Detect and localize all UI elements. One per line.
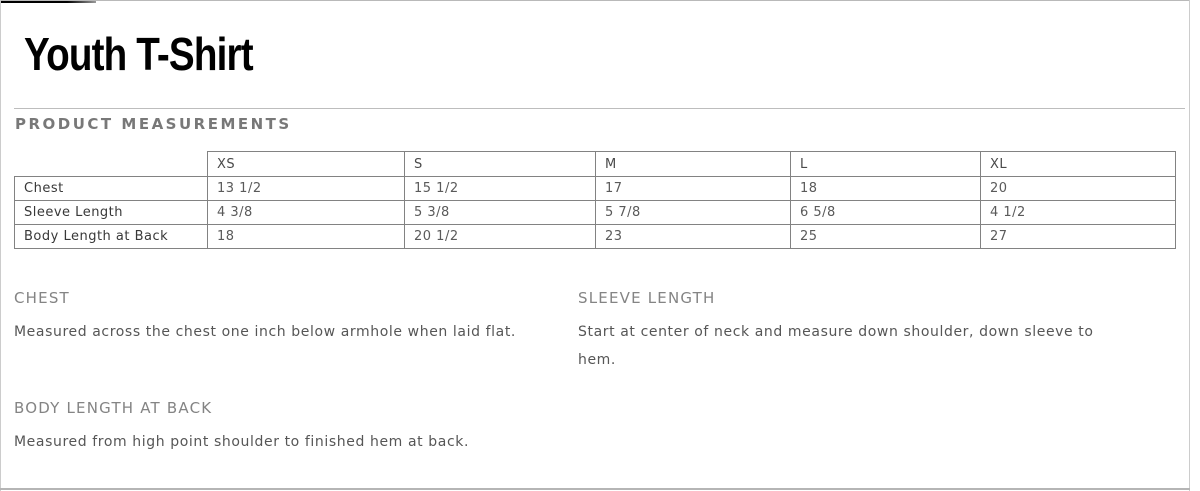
size-header-m: M (595, 151, 791, 177)
definition-body-length: BODY LENGTH AT BACK Measured from high p… (14, 399, 734, 456)
chest-m: 17 (595, 176, 791, 201)
definition-body-text: Measured from high point shoulder to fin… (14, 434, 470, 450)
row-label-chest: Chest (14, 176, 208, 201)
top-border (0, 0, 1190, 1)
chest-xl: 20 (980, 176, 1176, 201)
definition-sleeve-heading: SLEEVE LENGTH (578, 289, 716, 307)
table-row-sleeve-length: Sleeve Length 4 3/8 5 3/8 5 7/8 6 5/8 4 … (14, 200, 1176, 225)
sleeve-xs: 4 3/8 (207, 200, 405, 225)
section-divider (14, 108, 1185, 109)
row-label-sleeve-length: Sleeve Length (14, 200, 208, 225)
size-measurements-table: XS S M L XL Chest 13 1/2 15 1/2 17 18 20… (14, 151, 1176, 249)
row-label-body-length: Body Length at Back (14, 224, 208, 249)
page-title: Youth T-Shirt (24, 28, 254, 80)
definition-chest-heading: CHEST (14, 289, 70, 307)
definition-sleeve-length: SLEEVE LENGTH Start at center of neck an… (578, 289, 1113, 374)
sleeve-m: 5 7/8 (595, 200, 791, 225)
bodylen-xl: 27 (980, 224, 1176, 249)
chest-l: 18 (790, 176, 981, 201)
size-header-xl: XL (980, 151, 1176, 177)
sleeve-l: 6 5/8 (790, 200, 981, 225)
chest-xs: 13 1/2 (207, 176, 405, 201)
size-header-row: XS S M L XL (15, 151, 1176, 177)
bodylen-l: 25 (790, 224, 981, 249)
size-header-xs: XS (207, 151, 405, 177)
sleeve-s: 5 3/8 (404, 200, 596, 225)
bodylen-m: 23 (595, 224, 791, 249)
definition-chest: CHEST Measured across the chest one inch… (14, 289, 559, 346)
section-heading-product-measurements: PRODUCT MEASUREMENTS (15, 115, 292, 133)
size-header-l: L (790, 151, 981, 177)
definition-chest-text: Measured across the chest one inch below… (14, 324, 516, 340)
bodylen-xs: 18 (207, 224, 405, 249)
definition-sleeve-text: Start at center of neck and measure down… (578, 324, 1094, 368)
table-row-body-length: Body Length at Back 18 20 1/2 23 25 27 (14, 224, 1176, 249)
definition-body-heading: BODY LENGTH AT BACK (14, 399, 213, 417)
chest-s: 15 1/2 (404, 176, 596, 201)
size-header-s: S (404, 151, 596, 177)
table-row-chest: Chest 13 1/2 15 1/2 17 18 20 (14, 176, 1176, 201)
bodylen-s: 20 1/2 (404, 224, 596, 249)
left-border (0, 0, 1, 491)
bottom-border (0, 488, 1190, 490)
table-corner-blank (15, 152, 208, 177)
sleeve-xl: 4 1/2 (980, 200, 1176, 225)
right-border (1189, 0, 1190, 491)
top-accent-bar (0, 0, 96, 3)
